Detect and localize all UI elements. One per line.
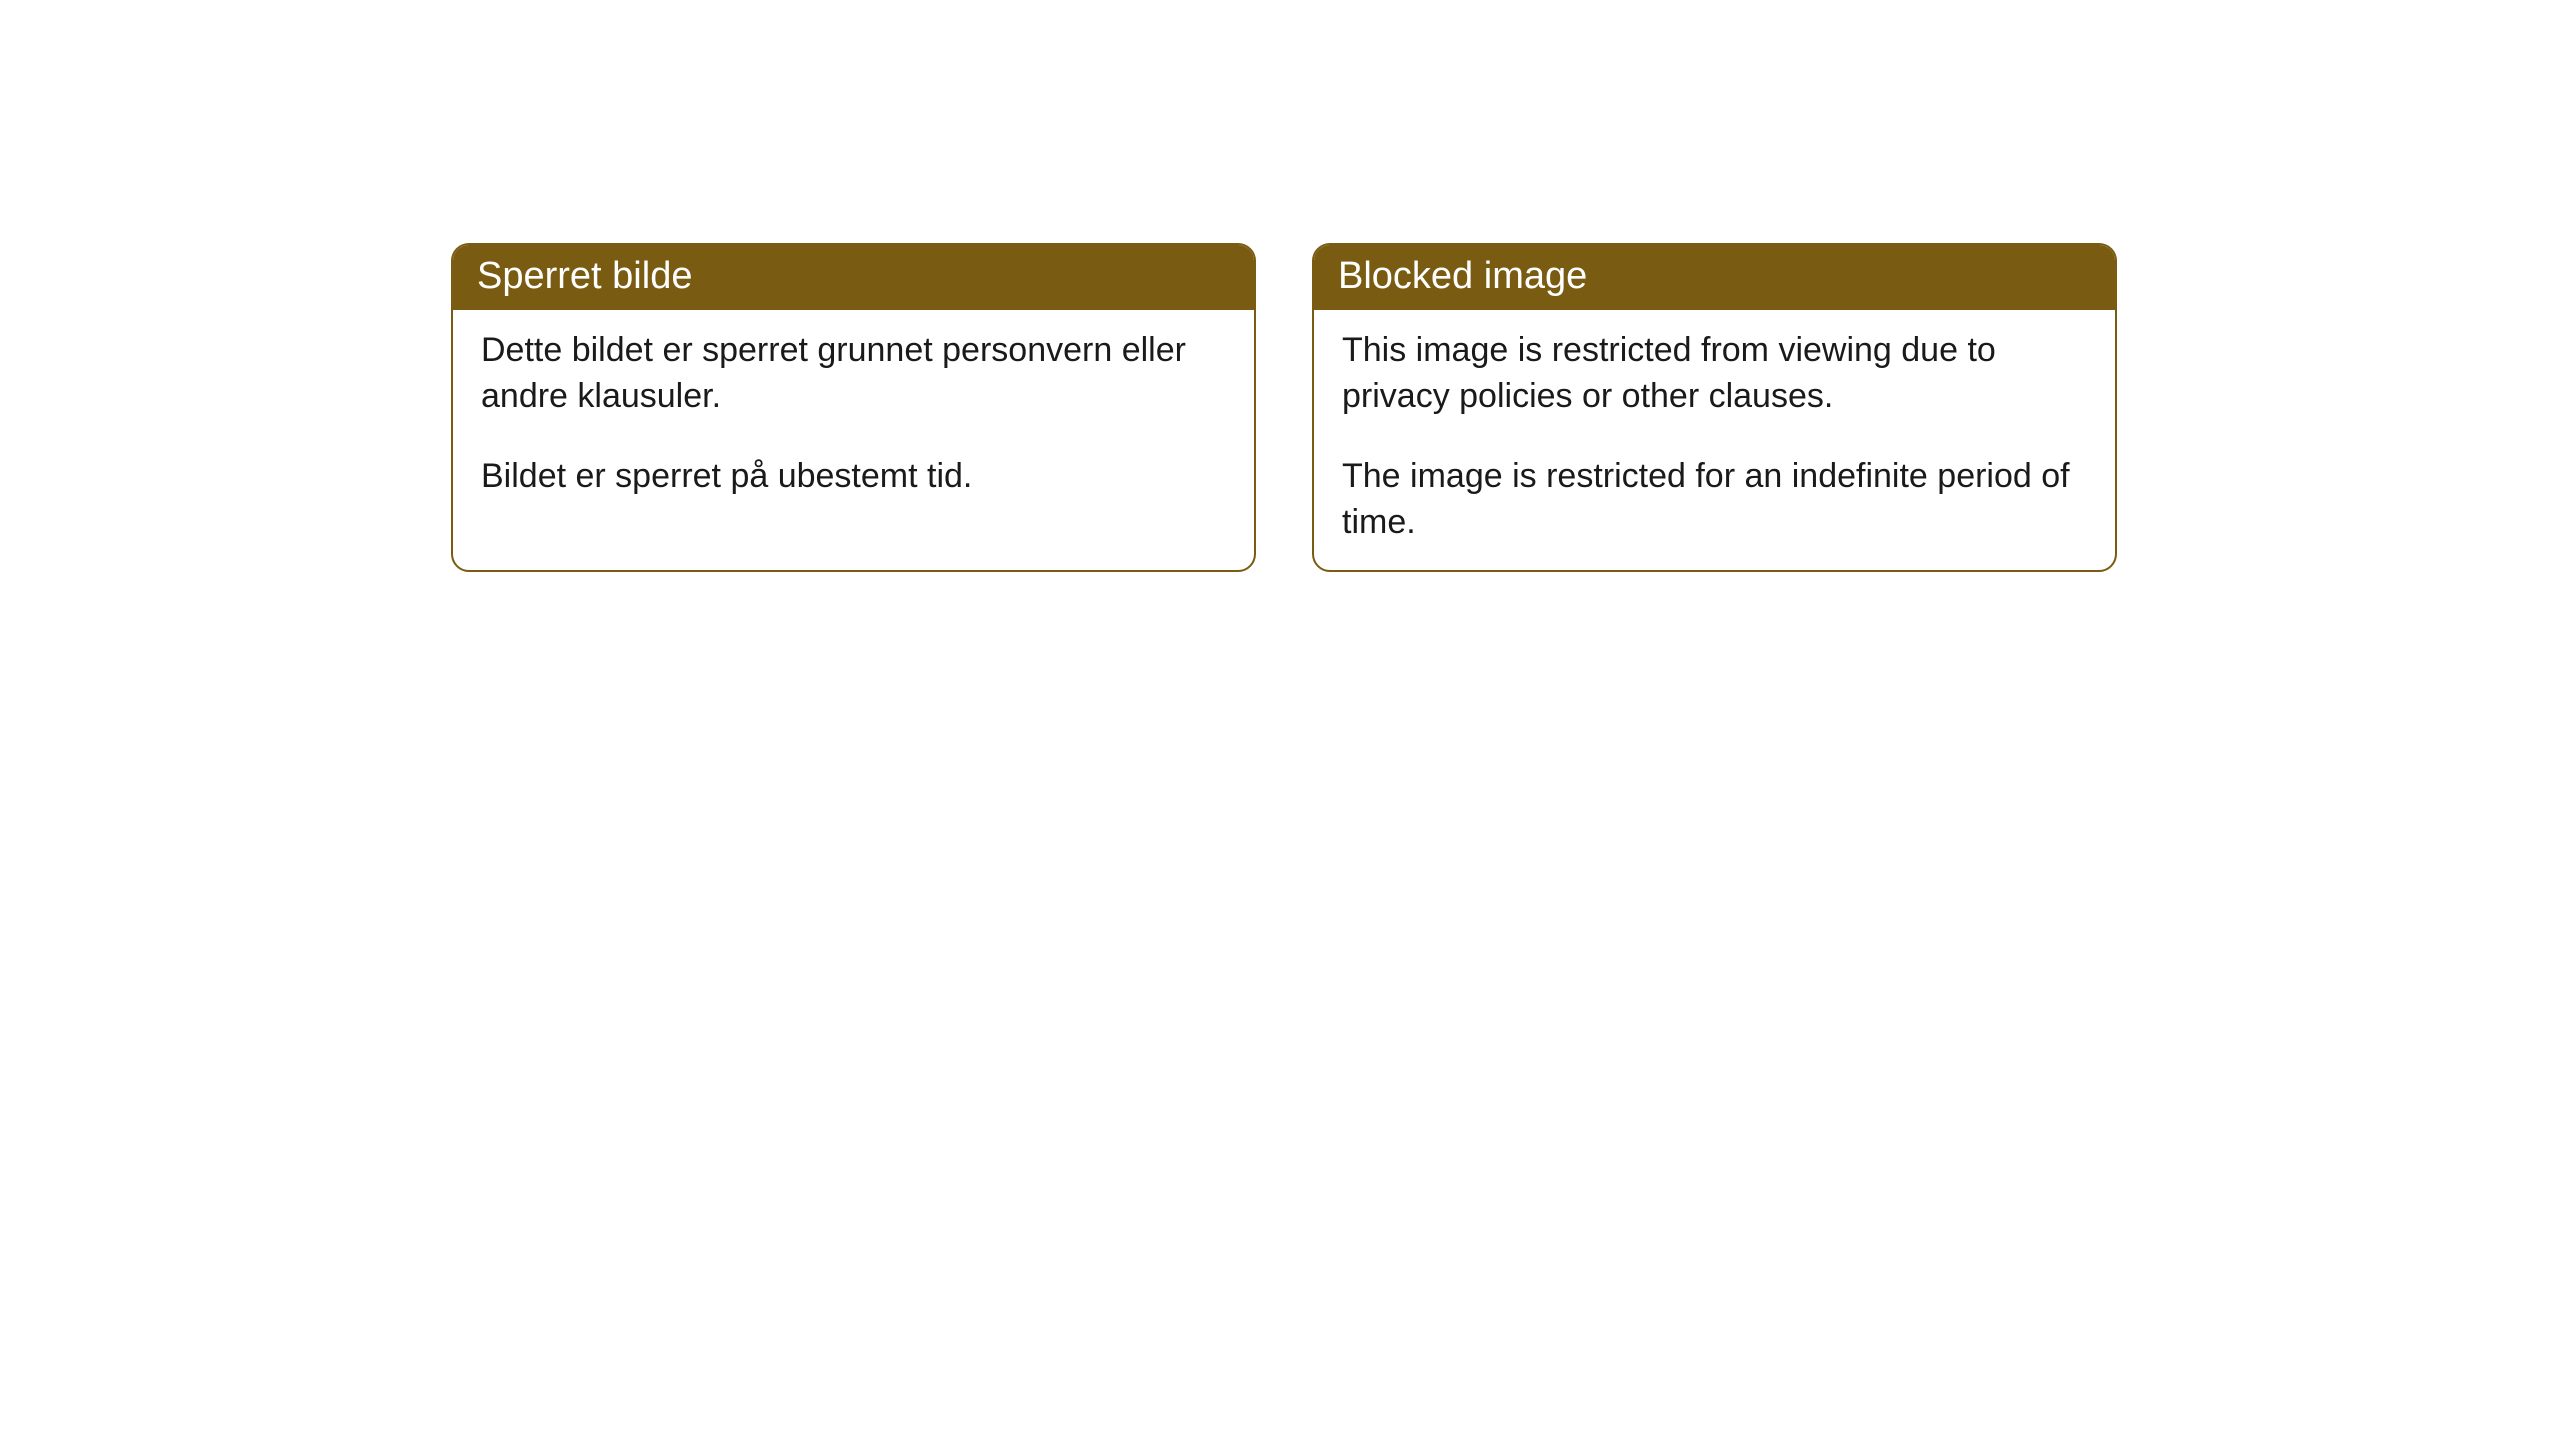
card-paragraph-1-english: This image is restricted from viewing du… [1342,328,2087,420]
card-title-norwegian: Sperret bilde [477,255,692,297]
card-body-norwegian: Dette bildet er sperret grunnet personve… [453,310,1254,540]
card-paragraph-2-norwegian: Bildet er sperret på ubestemt tid. [481,454,1226,500]
blocked-image-card-norwegian: Sperret bilde Dette bildet er sperret gr… [451,243,1256,572]
card-body-english: This image is restricted from viewing du… [1314,310,2115,570]
card-paragraph-2-english: The image is restricted for an indefinit… [1342,454,2087,546]
notice-container: Sperret bilde Dette bildet er sperret gr… [0,0,2560,572]
card-header-norwegian: Sperret bilde [453,245,1254,310]
card-paragraph-1-norwegian: Dette bildet er sperret grunnet personve… [481,328,1226,420]
card-title-english: Blocked image [1338,255,1587,297]
blocked-image-card-english: Blocked image This image is restricted f… [1312,243,2117,572]
card-header-english: Blocked image [1314,245,2115,310]
